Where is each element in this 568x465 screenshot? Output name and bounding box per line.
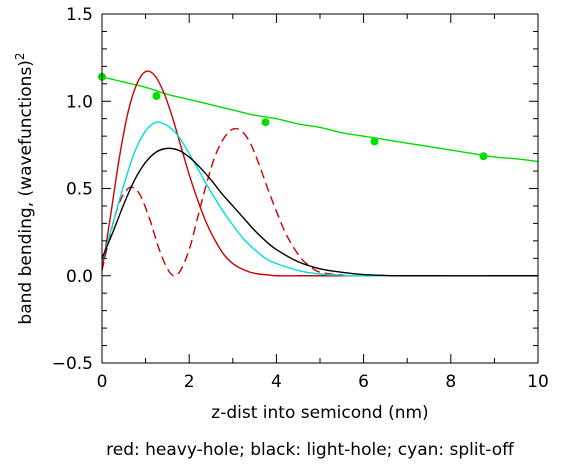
x-tick-labels: 0 2 4 6 8 10 [97, 372, 549, 392]
marker-point-2 [261, 118, 270, 127]
x-axis-title: z-dist into semicond (nm) [211, 403, 428, 423]
chart-caption: red: heavy-hole; black: light-hole; cyan… [106, 440, 515, 460]
y-axis-title-main: band bending, (wavefunctions) [16, 60, 36, 325]
marker-point-4 [479, 152, 488, 161]
y-axis-title: band bending, (wavefunctions)2 [13, 52, 36, 324]
marker-point-3 [370, 137, 379, 146]
x-tick-label-4: 8 [445, 372, 456, 392]
marker-point-1 [152, 92, 161, 101]
series-layer [101, 70, 539, 277]
series-line-3 [101, 121, 539, 277]
y-axis-title-superscript: 2 [13, 52, 27, 60]
series-line-0 [101, 76, 539, 163]
x-tick-label-2: 4 [271, 372, 282, 392]
y-tick-labels: −0.5 0.0 0.5 1.0 1.5 [52, 5, 93, 374]
y-tick-label-2: 0.5 [66, 180, 93, 200]
x-tick-label-3: 6 [358, 372, 369, 392]
tick-layer [101, 13, 539, 364]
x-tick-label-0: 0 [97, 372, 108, 392]
y-tick-label-4: 1.5 [66, 5, 93, 25]
x-tick-label-5: 10 [527, 372, 549, 392]
y-tick-label-1: 0.0 [66, 267, 93, 287]
x-tick-label-1: 2 [184, 372, 195, 392]
y-tick-label-3: 1.0 [66, 92, 93, 112]
series-line-2 [101, 127, 539, 277]
y-tick-label-0: −0.5 [52, 354, 93, 374]
series-line-1 [101, 70, 538, 277]
series-line-4 [101, 147, 539, 277]
plot-frame [101, 13, 539, 364]
